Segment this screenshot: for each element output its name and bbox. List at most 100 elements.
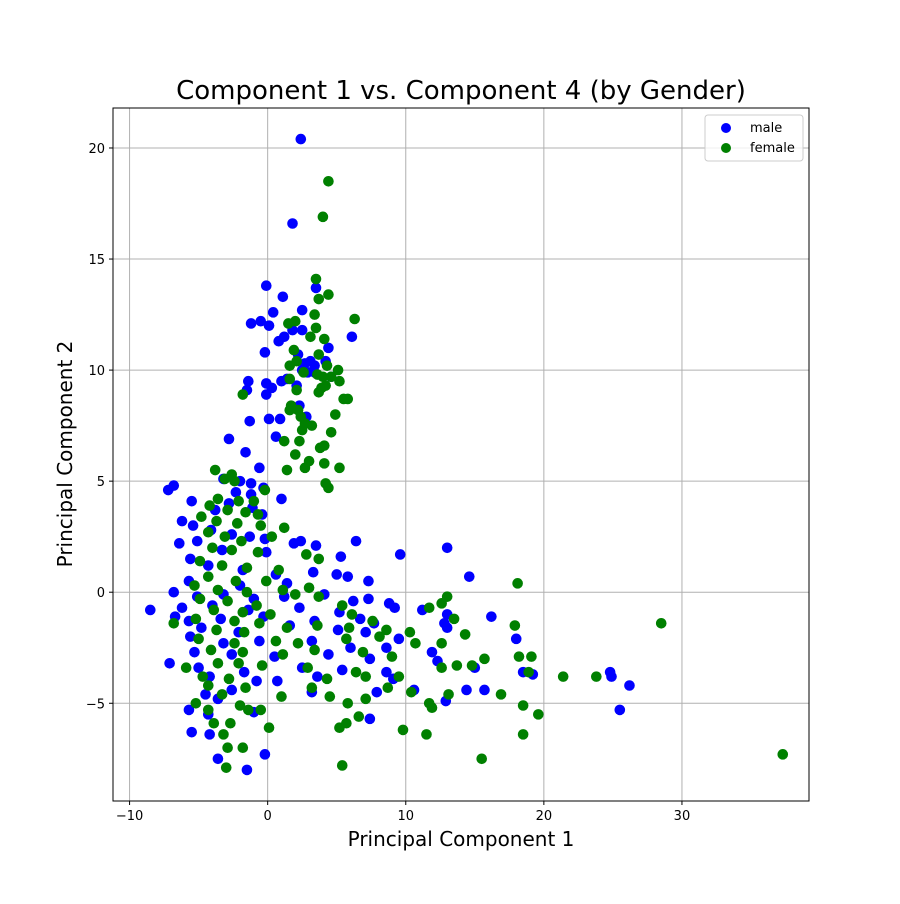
point-female [397,724,409,736]
point-male [200,689,211,700]
point-female [277,649,289,660]
point-male [426,646,438,658]
point-female [255,704,267,716]
point-female [237,389,249,400]
point-male [323,649,334,660]
point-male [294,602,305,614]
point-female [212,657,224,669]
point-female [334,462,345,474]
point-female [230,575,242,587]
point-female [241,586,253,598]
y-axis-label: Principal Component 2 [53,341,77,568]
point-female [342,697,354,709]
point-female [276,691,287,702]
point-male [186,495,198,507]
point-female [259,484,271,496]
point-female [346,609,358,620]
point-female [196,511,207,522]
point-female [209,464,221,476]
point-female [252,509,264,520]
point-female [278,522,290,534]
point-female [222,595,233,607]
point-female [208,604,220,616]
point-male [363,575,374,587]
point-male [461,684,472,696]
point-female [374,631,385,642]
point-male [202,560,214,571]
point-female [512,578,523,589]
point-male [230,486,242,498]
point-female [336,600,348,611]
point-female [523,666,534,678]
point-female [343,622,355,634]
point-male [168,480,180,491]
point-male [272,675,283,687]
point-male [185,631,196,642]
point-female [211,515,222,527]
point-female [321,673,333,685]
point-female [229,615,240,627]
point-male [185,553,196,565]
point-male [350,535,362,547]
point-female [299,462,311,474]
point-male [606,671,617,682]
legend-male-label: male [750,121,782,136]
point-female [360,693,372,705]
point-female [204,500,215,511]
axis-ticks: −10 0 10 20 30 −5 0 5 10 15 20 [86,142,690,824]
point-male [614,704,626,716]
point-female [231,518,243,529]
point-female [324,691,336,702]
point-male [307,566,319,578]
point-male [394,549,406,560]
point-female [263,722,275,734]
point-female [436,662,447,674]
point-female [303,582,315,594]
point-female [777,749,789,760]
point-female [318,333,330,345]
point-male [254,462,265,474]
point-female [289,449,301,460]
point-female [193,633,204,645]
point-female [338,393,349,405]
point-male [295,535,307,547]
point-female [226,544,238,556]
point-female [294,435,305,447]
point-male [510,633,522,645]
y-tick-label: −5 [86,697,105,712]
point-female [211,624,222,636]
point-female [291,384,302,396]
point-male [269,651,280,662]
point-male [389,602,401,614]
point-female [222,504,233,516]
point-male [212,753,224,765]
point-female [266,531,278,542]
point-female [330,409,341,420]
point-female [260,575,272,587]
point-female [212,493,224,505]
point-female [405,686,417,698]
point-male [168,586,180,598]
point-female [202,571,214,582]
point-female [289,589,301,600]
point-male [364,713,376,725]
point-male [243,375,254,387]
point-male [312,671,323,682]
point-female [509,620,521,631]
point-male [310,282,322,294]
point-female [323,175,334,187]
y-tick-label: 0 [97,586,105,601]
point-female [557,671,569,682]
point-female [357,646,369,658]
point-female [216,560,228,571]
point-female [325,426,337,438]
point-female [220,762,232,773]
point-male [270,431,282,443]
point-male [278,331,290,343]
point-male [263,413,275,425]
point-female [353,711,365,722]
point-male [371,686,383,698]
point-male [238,666,250,678]
point-female [225,717,236,729]
point-female [495,689,507,700]
